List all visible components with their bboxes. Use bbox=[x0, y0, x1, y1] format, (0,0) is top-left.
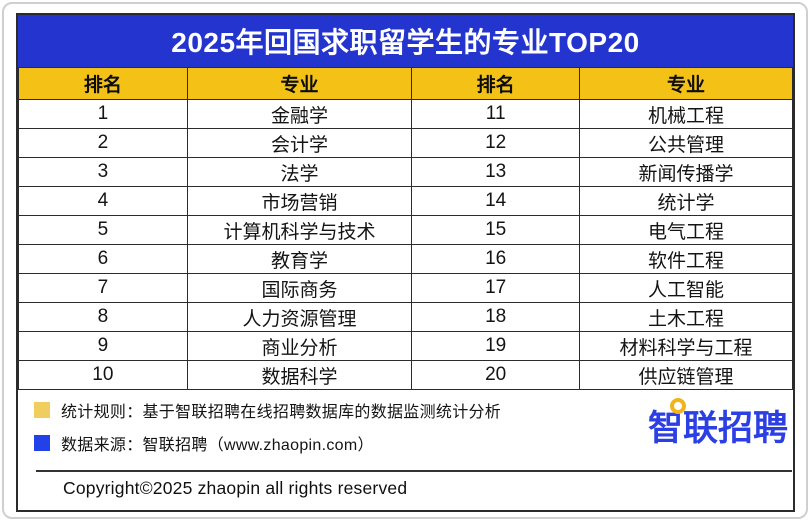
table-row: 10 数据科学 20 供应链管理 bbox=[18, 360, 793, 390]
major-cell: 金融学 bbox=[186, 99, 413, 129]
table-header-row: 排名 专业 排名 专业 bbox=[18, 67, 793, 100]
rank-cell: 12 bbox=[411, 128, 581, 158]
ranking-table-body: 1 金融学 11 机械工程 2 会计学 12 公共管理 3 法学 13 新闻传播学 4 市场营销 14 统计学… bbox=[18, 99, 793, 390]
major-cell: 商业分析 bbox=[186, 331, 413, 361]
rank-cell: 15 bbox=[411, 215, 581, 245]
rank-cell: 13 bbox=[411, 157, 581, 187]
major-cell: 计算机科学与技术 bbox=[186, 215, 413, 245]
rank-cell: 3 bbox=[18, 157, 188, 187]
footnote-text: 数据来源：智联招聘（www.zhaopin.com） bbox=[61, 437, 374, 454]
rank-cell: 1 bbox=[18, 99, 188, 129]
footnotes: 统计规则：基于智联招聘在线招聘数据库的数据监测统计分析 数据来源：智联招聘（ww… bbox=[18, 390, 793, 455]
major-cell: 电气工程 bbox=[579, 215, 793, 245]
rank-cell: 8 bbox=[18, 302, 188, 332]
divider bbox=[36, 470, 792, 472]
copyright: Copyright©2025 zhaopin all rights reserv… bbox=[63, 478, 408, 498]
footer: 统计规则：基于智联招聘在线招聘数据库的数据监测统计分析 数据来源：智联招聘（ww… bbox=[18, 390, 793, 470]
major-cell: 国际商务 bbox=[186, 273, 413, 303]
rank-cell: 10 bbox=[18, 360, 188, 390]
footnote-data-source: 数据来源：智联招聘（www.zhaopin.com） bbox=[34, 431, 793, 455]
major-cell: 新闻传播学 bbox=[579, 157, 793, 187]
rank-cell: 11 bbox=[411, 99, 581, 129]
rank-cell: 14 bbox=[411, 186, 581, 216]
major-cell: 统计学 bbox=[579, 186, 793, 216]
major-cell: 人力资源管理 bbox=[186, 302, 413, 332]
major-cell: 人工智能 bbox=[579, 273, 793, 303]
title-bar: 2025年回国求职留学生的专业TOP20 bbox=[18, 15, 793, 67]
major-cell: 市场营销 bbox=[186, 186, 413, 216]
rank-cell: 9 bbox=[18, 331, 188, 361]
column-header-rank-right: 排名 bbox=[411, 67, 581, 100]
table-row: 2 会计学 12 公共管理 bbox=[18, 128, 793, 158]
rank-cell: 5 bbox=[18, 215, 188, 245]
table-row: 9 商业分析 19 材料科学与工程 bbox=[18, 331, 793, 361]
ranking-table: 排名 专业 排名 专业 1 金融学 11 机械工程 2 会计学 12 公共管理 3 法学 13 新闻传… bbox=[18, 67, 793, 390]
footnote-text: 统计规则：基于智联招聘在线招聘数据库的数据监测统计分析 bbox=[61, 404, 502, 421]
rank-cell: 19 bbox=[411, 331, 581, 361]
major-cell: 法学 bbox=[186, 157, 413, 187]
column-header-major-right: 专业 bbox=[579, 67, 793, 100]
major-cell: 会计学 bbox=[186, 128, 413, 158]
logo-text: 智联招聘 bbox=[647, 409, 788, 448]
table-row: 1 金融学 11 机械工程 bbox=[18, 99, 793, 129]
column-header-major-left: 专业 bbox=[186, 67, 413, 100]
logo-yellow-ring-icon bbox=[669, 398, 686, 414]
major-cell: 土木工程 bbox=[579, 302, 793, 332]
table-row: 8 人力资源管理 18 土木工程 bbox=[18, 302, 793, 332]
table-row: 5 计算机科学与技术 15 电气工程 bbox=[18, 215, 793, 245]
rank-cell: 7 bbox=[18, 273, 188, 303]
table-row: 3 法学 13 新闻传播学 bbox=[18, 157, 793, 187]
major-cell: 软件工程 bbox=[579, 244, 793, 274]
major-cell: 公共管理 bbox=[579, 128, 793, 158]
rank-cell: 20 bbox=[411, 360, 581, 390]
page-title: 2025年回国求职留学生的专业TOP20 bbox=[171, 27, 640, 58]
major-cell: 机械工程 bbox=[579, 99, 793, 129]
blue-square-icon bbox=[34, 435, 50, 451]
major-cell: 供应链管理 bbox=[579, 360, 793, 390]
major-cell: 材料科学与工程 bbox=[579, 331, 793, 361]
zhaopin-logo: 智联招聘 bbox=[647, 398, 788, 451]
yellow-square-icon bbox=[34, 402, 50, 418]
major-cell: 数据科学 bbox=[186, 360, 413, 390]
table-row: 6 教育学 16 软件工程 bbox=[18, 244, 793, 274]
major-cell: 教育学 bbox=[186, 244, 413, 274]
rank-cell: 4 bbox=[18, 186, 188, 216]
column-header-rank-left: 排名 bbox=[18, 67, 188, 100]
rank-cell: 6 bbox=[18, 244, 188, 274]
table-row: 7 国际商务 17 人工智能 bbox=[18, 273, 793, 303]
rank-cell: 16 bbox=[411, 244, 581, 274]
rank-cell: 18 bbox=[411, 302, 581, 332]
rank-cell: 2 bbox=[18, 128, 188, 158]
footnote-statistics-rule: 统计规则：基于智联招聘在线招聘数据库的数据监测统计分析 bbox=[34, 398, 793, 422]
rank-cell: 17 bbox=[411, 273, 581, 303]
table-row: 4 市场营销 14 统计学 bbox=[18, 186, 793, 216]
